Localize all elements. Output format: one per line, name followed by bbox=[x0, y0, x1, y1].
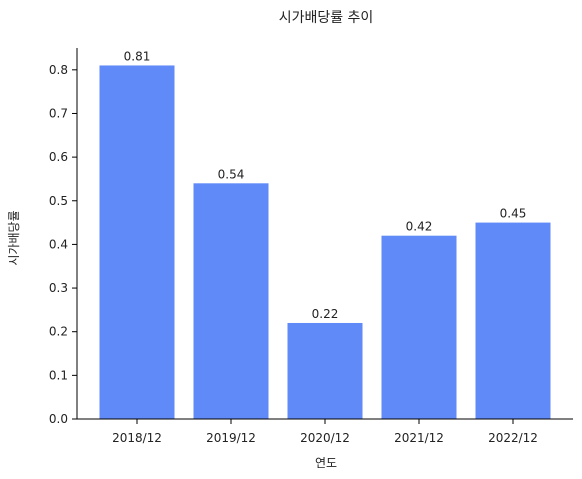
y-axis-label: 시가배당률 bbox=[7, 210, 21, 265]
plot-area: 0.81 2018/12 0.54 2019/12 0.22 2020/12 0.42 202… bbox=[49, 48, 573, 445]
data-label: 0.42 bbox=[406, 220, 433, 234]
y-tick-label: 0.3 bbox=[49, 281, 68, 295]
bar-2021-12 bbox=[381, 235, 457, 419]
y-tick-label: 0.0 bbox=[49, 412, 68, 426]
x-tick-label: 2021/12 bbox=[394, 431, 444, 445]
y-tick-label: 0.5 bbox=[49, 194, 68, 208]
bar-2022-12 bbox=[475, 222, 551, 419]
x-tick-label: 2020/12 bbox=[300, 431, 350, 445]
y-tick-label: 0.7 bbox=[49, 106, 68, 120]
bar-2019-12 bbox=[193, 183, 269, 419]
x-tick-label: 2018/12 bbox=[112, 431, 162, 445]
y-tick-label: 0.1 bbox=[49, 368, 68, 382]
bar-2018-12 bbox=[99, 65, 175, 419]
y-tick-label: 0.4 bbox=[49, 237, 68, 251]
y-tick-label: 0.8 bbox=[49, 63, 68, 77]
x-axis-label: 연도 bbox=[315, 456, 337, 470]
x-tick-label: 2022/12 bbox=[488, 431, 538, 445]
data-label: 0.81 bbox=[124, 49, 151, 63]
chart-title: 시가배당률 추이 bbox=[279, 10, 374, 26]
bar-2020-12 bbox=[287, 322, 363, 419]
data-label: 0.22 bbox=[312, 307, 339, 321]
y-tick-label: 0.2 bbox=[49, 325, 68, 339]
data-label: 0.45 bbox=[500, 207, 527, 221]
x-tick-label: 2019/12 bbox=[206, 431, 256, 445]
y-tick-label: 0.6 bbox=[49, 150, 68, 164]
data-label: 0.54 bbox=[218, 167, 245, 181]
